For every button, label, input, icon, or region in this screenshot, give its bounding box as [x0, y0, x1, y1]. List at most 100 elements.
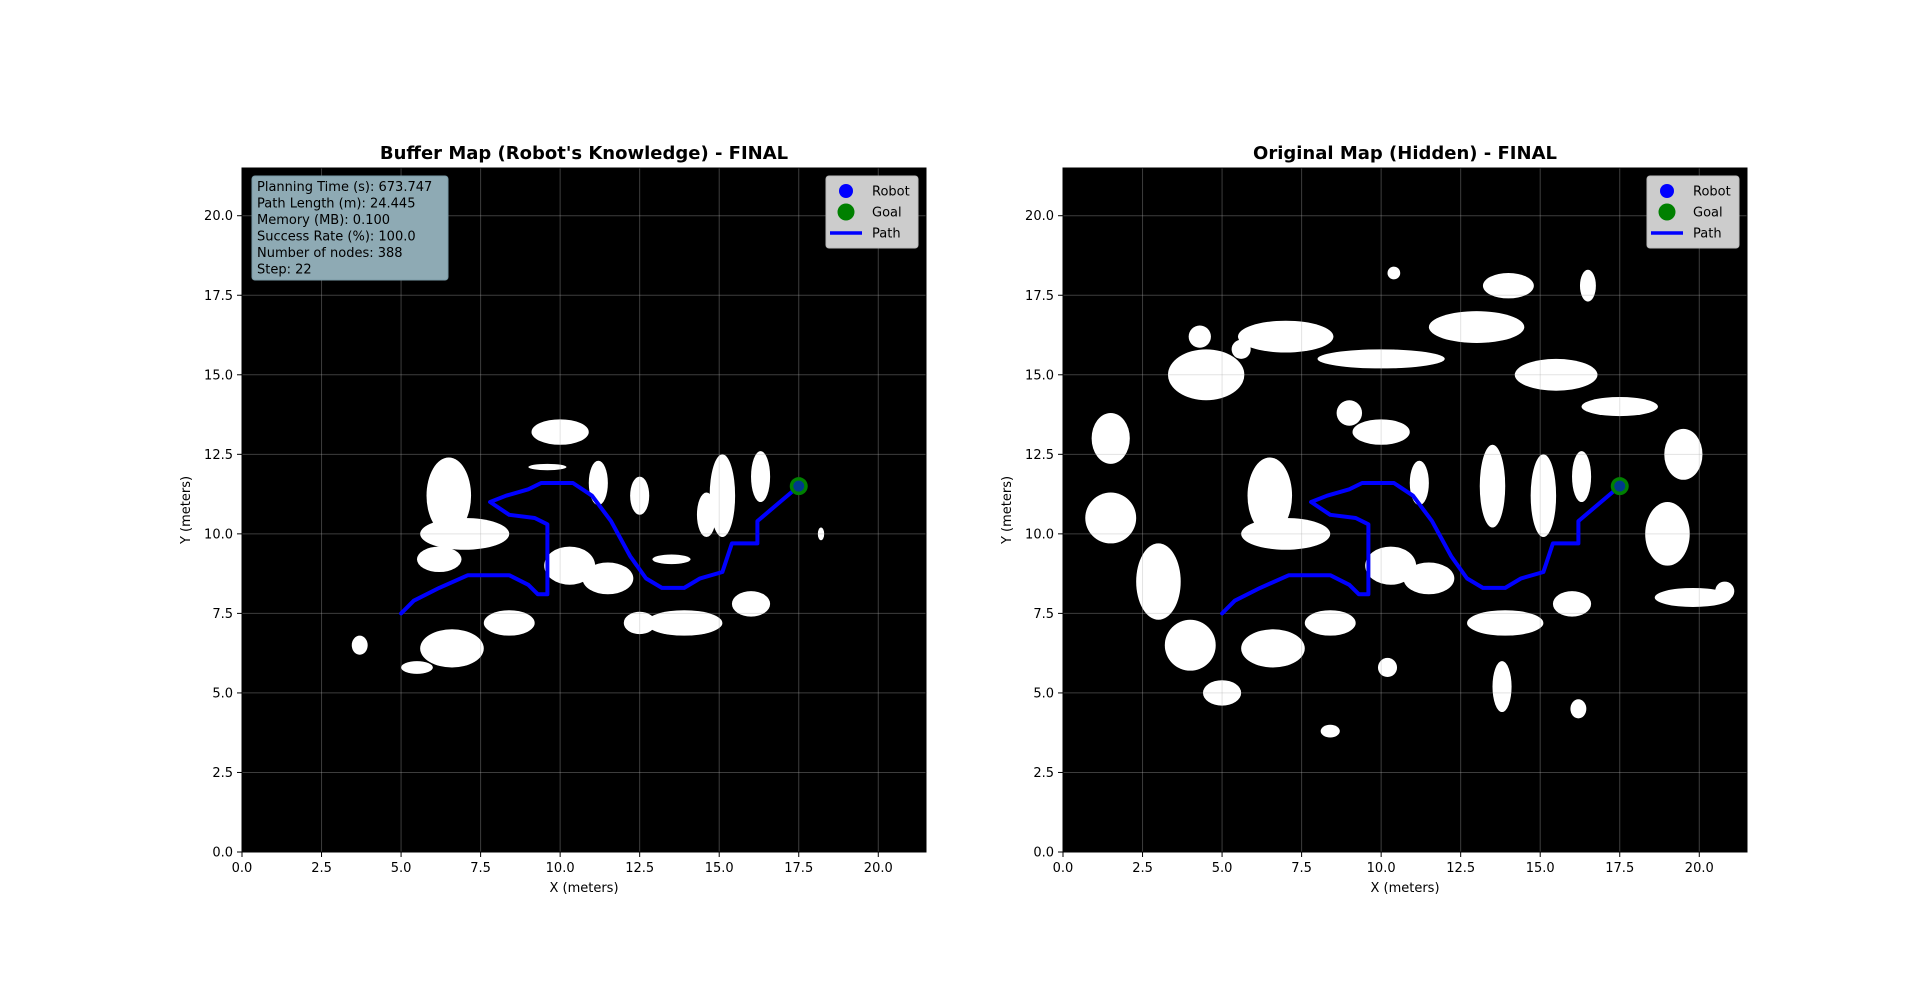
obstacle-blob	[1409, 460, 1429, 506]
x-tick-label: 5.0	[391, 861, 412, 876]
metric-line: Path Length (m): 24.445	[257, 197, 415, 212]
obstacle-blob	[1581, 397, 1658, 417]
obstacle-blob	[1241, 517, 1331, 550]
metric-line: Planning Time (s): 673.747	[257, 180, 432, 195]
y-tick-label: 7.5	[1033, 607, 1054, 622]
y-tick-label: 15.0	[1025, 368, 1054, 383]
legend-marker-goal	[837, 203, 855, 221]
obstacle-blob	[1645, 502, 1690, 566]
obstacle-blob	[1514, 358, 1598, 391]
x-tick-label: 15.0	[1526, 861, 1555, 876]
obstacle-blob	[1467, 610, 1544, 636]
x-tick-label: 2.5	[311, 861, 332, 876]
metrics-box: Planning Time (s): 673.747 Path Length (m…	[251, 175, 449, 281]
metric-line: Memory (MB): 0.100	[257, 213, 390, 228]
obstacle-blob	[1085, 492, 1137, 544]
obstacle-blob	[1664, 428, 1703, 480]
plot-frame	[241, 167, 927, 853]
obstacle-blob	[1202, 680, 1242, 706]
plot-frame	[1062, 167, 1748, 853]
y-axis-label: Y (meters)	[179, 476, 194, 545]
chart-title: Original Map (Hidden) - FINAL	[1253, 143, 1557, 164]
obstacle-blob	[1247, 457, 1293, 534]
obstacle-blob	[1654, 587, 1732, 608]
legend-label: Robot	[872, 185, 910, 200]
obstacle-blob	[1164, 619, 1216, 671]
y-tick-label: 12.5	[204, 448, 233, 463]
obstacle-blob	[1352, 419, 1410, 445]
y-tick-label: 15.0	[204, 368, 233, 383]
y-tick-label: 12.5	[1025, 448, 1054, 463]
obstacle-blob	[1365, 546, 1417, 585]
obstacle-blob	[1304, 610, 1356, 636]
obstacle-blob	[483, 610, 535, 636]
y-tick-label: 20.0	[204, 209, 233, 224]
obstacle-blob	[731, 591, 771, 617]
x-tick-label: 0.0	[1053, 861, 1074, 876]
x-axis-label: X (meters)	[1370, 881, 1439, 896]
path-line	[399, 481, 801, 616]
robot-marker	[1614, 480, 1626, 492]
y-tick-label: 10.0	[1025, 527, 1054, 542]
y-axis-label: Y (meters)	[1000, 476, 1015, 545]
x-tick-label: 20.0	[864, 861, 893, 876]
buffer-map-panel: 0.0 2.5 5.0 7.5 10.0 12.5 15.0 17.5 20.0 0.0 2.5 5.…	[179, 143, 927, 896]
obstacle-blob	[1403, 562, 1455, 595]
map-background	[1063, 168, 1747, 852]
x-tick-label: 5.0	[1212, 861, 1233, 876]
obstacle-blob	[1479, 444, 1506, 528]
y-tick-label: 2.5	[1033, 766, 1054, 781]
y-tick-label: 2.5	[212, 766, 233, 781]
obstacle-blob	[420, 517, 510, 550]
x-tick-label: 20.0	[1685, 861, 1714, 876]
obstacle-blob	[1320, 724, 1340, 738]
obstacle-layer	[351, 419, 825, 674]
obstacle-blob	[582, 562, 634, 595]
y-tick-label: 10.0	[204, 527, 233, 542]
y-tick-label: 17.5	[204, 289, 233, 304]
obstacle-blob	[751, 451, 771, 503]
obstacle-blob	[351, 635, 368, 655]
metrics-background	[251, 175, 449, 281]
legend-label: Path	[1693, 227, 1722, 242]
obstacle-blob	[1231, 339, 1251, 359]
obstacle-blob	[1428, 311, 1525, 343]
obstacle-blob	[1530, 454, 1557, 538]
path-line	[1220, 481, 1622, 616]
obstacle-blob	[588, 460, 608, 506]
map-background	[242, 168, 926, 852]
obstacle-blob	[1091, 412, 1130, 464]
obstacle-blob	[1241, 629, 1305, 668]
metric-line: Number of nodes: 388	[257, 246, 403, 261]
obstacle-blob	[401, 661, 433, 674]
obstacle-blob	[1572, 451, 1592, 503]
x-tick-label: 10.0	[1367, 861, 1396, 876]
legend-marker-goal	[1658, 203, 1676, 221]
obstacle-blob	[630, 476, 650, 515]
obstacle-blob	[1579, 269, 1596, 302]
obstacle-blob	[531, 419, 589, 445]
legend: Robot Goal Path	[825, 175, 919, 249]
y-tick-label: 5.0	[1033, 686, 1054, 701]
y-tick-label: 7.5	[212, 607, 233, 622]
obstacle-blob	[1482, 272, 1534, 299]
y-tick-label: 17.5	[1025, 289, 1054, 304]
x-tick-label: 0.0	[232, 861, 253, 876]
legend-marker-robot	[1660, 184, 1674, 198]
x-tick-label: 7.5	[1291, 861, 1312, 876]
obstacle-blob	[696, 492, 717, 538]
obstacle-blob	[817, 527, 825, 541]
obstacle-blob	[646, 610, 723, 636]
obstacle-blob	[420, 629, 484, 668]
obstacle-blob	[1136, 543, 1181, 620]
metric-line: Step: 22	[257, 263, 312, 278]
x-tick-label: 12.5	[1446, 861, 1475, 876]
legend-label: Path	[872, 227, 901, 242]
x-tick-label: 2.5	[1132, 861, 1153, 876]
y-tick-label: 20.0	[1025, 209, 1054, 224]
obstacle-blob	[1715, 581, 1735, 601]
obstacle-blob	[709, 454, 736, 538]
obstacle-blob	[1570, 699, 1587, 719]
obstacle-blob	[1188, 325, 1211, 348]
obstacle-layer	[1085, 266, 1735, 738]
